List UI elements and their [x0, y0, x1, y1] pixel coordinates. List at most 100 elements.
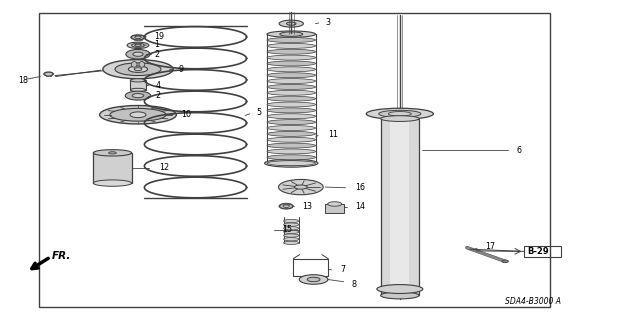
- Ellipse shape: [125, 91, 151, 100]
- Text: B-29: B-29: [527, 247, 549, 256]
- Ellipse shape: [133, 52, 143, 56]
- Ellipse shape: [267, 79, 316, 84]
- Ellipse shape: [307, 277, 320, 282]
- Ellipse shape: [267, 49, 316, 54]
- Ellipse shape: [381, 116, 419, 122]
- Ellipse shape: [300, 275, 328, 284]
- Ellipse shape: [130, 112, 146, 118]
- Ellipse shape: [93, 180, 132, 186]
- Ellipse shape: [267, 120, 316, 124]
- Ellipse shape: [127, 42, 149, 49]
- Ellipse shape: [279, 20, 303, 27]
- Bar: [39, 13, 550, 307]
- Bar: [390, 119, 410, 295]
- Ellipse shape: [103, 60, 173, 79]
- Ellipse shape: [93, 150, 132, 156]
- Ellipse shape: [284, 237, 299, 241]
- Ellipse shape: [267, 143, 316, 148]
- Ellipse shape: [284, 227, 299, 230]
- Ellipse shape: [328, 202, 342, 206]
- Text: 15: 15: [282, 225, 292, 234]
- Ellipse shape: [267, 114, 316, 119]
- Ellipse shape: [284, 234, 299, 237]
- Ellipse shape: [284, 230, 299, 234]
- Ellipse shape: [267, 102, 316, 107]
- Text: 5: 5: [256, 108, 261, 117]
- Ellipse shape: [267, 73, 316, 78]
- Text: 11: 11: [328, 130, 338, 139]
- Text: SDA4-B3000 A: SDA4-B3000 A: [505, 297, 561, 306]
- Text: 18: 18: [19, 76, 29, 85]
- Ellipse shape: [100, 106, 176, 124]
- Ellipse shape: [267, 90, 316, 95]
- Ellipse shape: [284, 241, 299, 244]
- Ellipse shape: [267, 96, 316, 101]
- Ellipse shape: [267, 125, 316, 131]
- Text: 8: 8: [352, 280, 357, 289]
- Ellipse shape: [267, 149, 316, 154]
- Ellipse shape: [267, 67, 316, 72]
- Text: 17: 17: [484, 242, 495, 251]
- Ellipse shape: [267, 132, 316, 136]
- Bar: [131, 80, 146, 90]
- Text: 10: 10: [180, 110, 191, 119]
- Text: 1: 1: [154, 41, 159, 50]
- Ellipse shape: [110, 108, 166, 121]
- Ellipse shape: [287, 22, 296, 25]
- Ellipse shape: [388, 112, 412, 116]
- Ellipse shape: [267, 161, 316, 166]
- Ellipse shape: [131, 35, 145, 40]
- Text: 16: 16: [355, 183, 365, 192]
- Ellipse shape: [131, 61, 137, 67]
- Ellipse shape: [267, 44, 316, 48]
- Ellipse shape: [279, 203, 293, 209]
- Text: 6: 6: [516, 146, 522, 155]
- Text: 19: 19: [154, 32, 164, 41]
- Ellipse shape: [131, 79, 146, 82]
- Ellipse shape: [381, 292, 419, 299]
- Ellipse shape: [131, 88, 146, 92]
- Text: 14: 14: [355, 202, 365, 211]
- Text: 2: 2: [156, 91, 161, 100]
- Ellipse shape: [278, 180, 323, 195]
- Ellipse shape: [44, 72, 53, 76]
- Text: 7: 7: [340, 265, 346, 275]
- Ellipse shape: [109, 152, 116, 154]
- Bar: [325, 204, 344, 213]
- Text: 12: 12: [159, 164, 169, 172]
- Ellipse shape: [267, 84, 316, 89]
- Ellipse shape: [132, 93, 144, 98]
- Ellipse shape: [267, 108, 316, 113]
- Bar: [93, 153, 132, 183]
- Text: 9: 9: [178, 65, 183, 74]
- Ellipse shape: [267, 155, 316, 160]
- Ellipse shape: [366, 108, 433, 119]
- Ellipse shape: [502, 260, 508, 263]
- Bar: [524, 246, 561, 257]
- Ellipse shape: [139, 61, 145, 67]
- Ellipse shape: [267, 55, 316, 60]
- Bar: [293, 259, 328, 276]
- Ellipse shape: [267, 31, 316, 37]
- Text: FR.: FR.: [52, 251, 71, 260]
- Ellipse shape: [280, 32, 303, 36]
- Ellipse shape: [294, 185, 307, 189]
- Ellipse shape: [115, 63, 161, 76]
- Ellipse shape: [284, 219, 299, 223]
- Ellipse shape: [129, 66, 148, 72]
- Ellipse shape: [126, 50, 150, 59]
- Ellipse shape: [275, 161, 308, 166]
- Text: 3: 3: [325, 19, 330, 28]
- Text: 4: 4: [156, 81, 160, 90]
- Ellipse shape: [377, 284, 423, 293]
- Bar: [381, 119, 419, 295]
- Text: 13: 13: [302, 202, 312, 211]
- Ellipse shape: [132, 43, 145, 47]
- Ellipse shape: [267, 61, 316, 66]
- Ellipse shape: [264, 159, 318, 167]
- Ellipse shape: [267, 37, 316, 43]
- Ellipse shape: [267, 137, 316, 142]
- Text: 2: 2: [154, 50, 159, 59]
- Ellipse shape: [284, 223, 299, 226]
- Ellipse shape: [379, 110, 421, 117]
